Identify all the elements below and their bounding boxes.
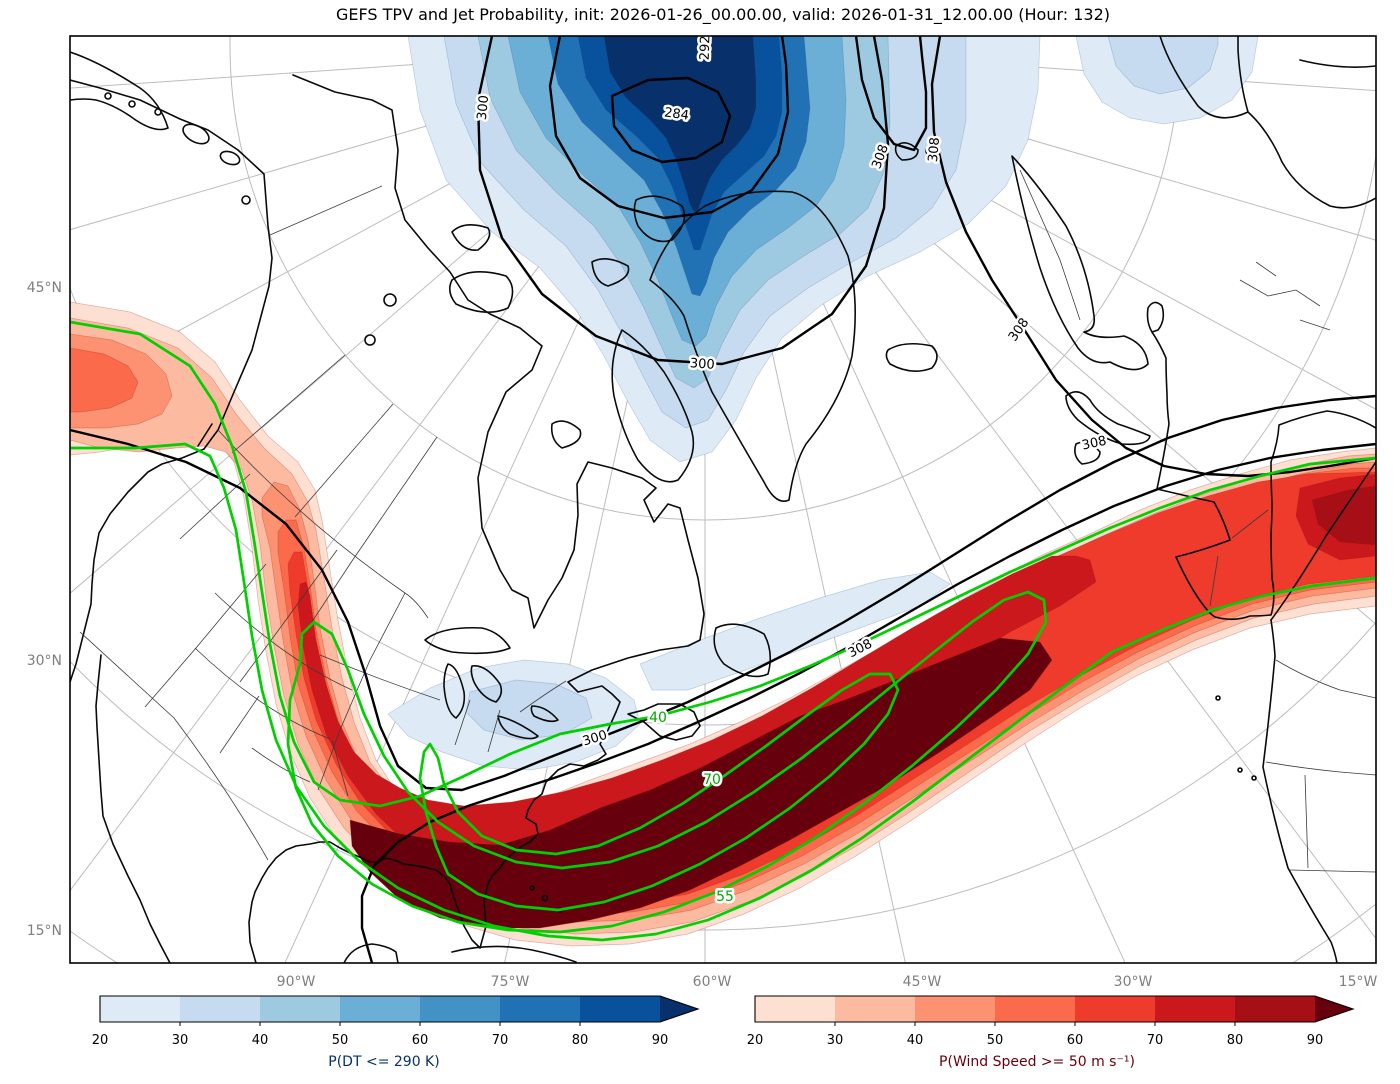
lat-tick: 15°N: [27, 923, 62, 939]
jet-contours: [70, 320, 1376, 942]
lon-tick: 90°W: [277, 974, 316, 990]
cb-tick: 60: [1067, 1033, 1084, 1048]
cb-tick: 90: [652, 1033, 669, 1048]
cb-tick: 70: [1147, 1033, 1164, 1048]
cb-tick: 50: [332, 1033, 349, 1048]
lon-tick: 75°W: [491, 974, 530, 990]
jet-contour-label: 70: [703, 772, 721, 788]
jet-contour-label: 55: [716, 889, 734, 905]
colorbar-dt: 20 30 40 50 60 70 80 90 P(DT <= 290 K): [92, 995, 700, 1070]
cb-tick: 30: [172, 1033, 189, 1048]
great-lakes: [364, 293, 1257, 913]
cb-tick: 80: [572, 1033, 589, 1048]
theta-label: 308: [1006, 316, 1033, 345]
political-borders: [79, 169, 1376, 873]
theta-label: 308: [926, 137, 943, 163]
lat-tick: 30°N: [27, 653, 62, 669]
theta-label: 292: [698, 35, 714, 60]
map-frame: [69, 35, 1377, 964]
cb-tick: 30: [827, 1033, 844, 1048]
theta-label: 308: [1081, 434, 1108, 454]
cb-tick: 20: [92, 1033, 109, 1048]
cb-tick: 40: [252, 1033, 269, 1048]
theta-label: 284: [663, 105, 690, 123]
colorbar-wind-label: P(Wind Speed >= 50 m s⁻¹): [939, 1054, 1135, 1070]
theta-contours: [70, 36, 1376, 963]
colorbar-dt-label: P(DT <= 290 K): [328, 1054, 439, 1070]
cb-tick: 70: [492, 1033, 509, 1048]
lon-tick: 45°W: [903, 974, 942, 990]
cb-tick: 80: [1227, 1033, 1244, 1048]
theta-label: 300: [689, 356, 715, 373]
axis-labels: 45°N 30°N 15°N 90°W 75°W 60°W 45°W 30°W …: [27, 280, 1378, 990]
lon-tick: 60°W: [693, 974, 732, 990]
cb-tick: 20: [747, 1033, 764, 1048]
cb-tick: 50: [987, 1033, 1004, 1048]
page-title: GEFS TPV and Jet Probability, init: 2026…: [336, 5, 1110, 25]
colorbar-wind: 20 30 40 50 60 70 80 90 P(Wind Speed >= …: [747, 995, 1355, 1070]
lon-tick: 15°W: [1339, 974, 1378, 990]
cb-tick: 60: [412, 1033, 429, 1048]
jet-contour-label: 40: [649, 710, 667, 726]
cb-tick: 90: [1307, 1033, 1324, 1048]
lon-tick: 30°W: [1114, 974, 1153, 990]
coastlines: [70, 36, 1376, 963]
theta-label: 300: [475, 95, 493, 121]
cb-tick: 40: [907, 1033, 924, 1048]
lat-tick: 45°N: [27, 280, 62, 296]
